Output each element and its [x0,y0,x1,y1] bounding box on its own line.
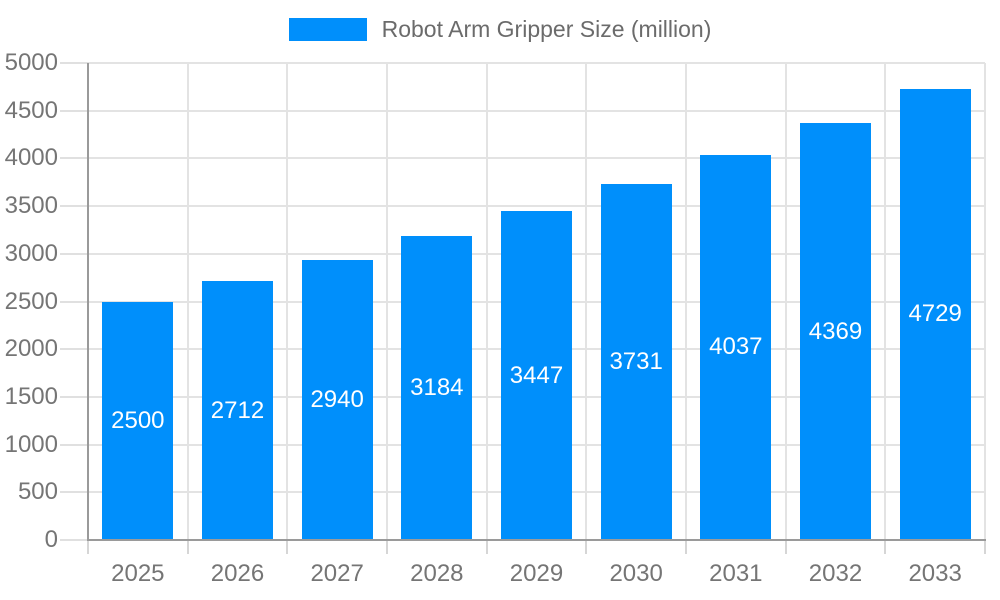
x-gridline [984,63,986,540]
bar-value-label: 3447 [509,361,564,389]
y-axis-tick [60,157,88,160]
y-axis-tick-label: 4000 [4,144,58,172]
y-axis-tick-label: 4500 [4,96,58,124]
bar-value-label: 4037 [709,333,763,361]
x-axis-tick [186,540,189,554]
x-axis-tick [984,540,986,554]
bar-2025[interactable] [102,301,174,540]
bar-2033[interactable] [899,88,971,540]
y-axis-tick-label: 5000 [4,49,58,76]
y-axis-tick-label: 1000 [4,430,58,458]
y-gridline [88,62,985,64]
bar-2030[interactable] [600,184,672,540]
y-axis-tick [60,300,88,303]
bar-value-label: 2712 [210,396,265,424]
bar-value-label: 4369 [808,317,863,345]
x-axis-category-label: 2030 [609,560,663,587]
bar-2028[interactable] [401,236,473,540]
x-axis-category-label: 2032 [808,560,863,587]
x-gridline [685,63,687,540]
x-axis-tick [386,540,388,554]
legend-swatch-icon [288,18,367,41]
x-axis-tick [685,540,687,554]
y-axis-tick [60,252,88,255]
x-gridline [186,63,189,540]
x-axis-category-label: 2025 [111,560,165,587]
y-axis-line [87,63,89,540]
x-axis-tick [286,540,289,554]
x-axis-tick [884,540,887,554]
y-axis-tick [60,539,88,541]
bar-2027[interactable] [301,259,373,540]
y-axis-tick [60,491,88,494]
bar-2029[interactable] [501,211,572,540]
x-gridline [585,63,588,540]
bar-2031[interactable] [700,154,772,540]
plot-area: 0 500 1000 1500 2000 2500 3000 3500 4000 4500 5000… [5,49,986,587]
y-gridline [88,109,985,112]
bar-value-label: 3184 [410,374,464,402]
y-axis-tick-label: 2500 [4,287,58,315]
y-axis-tick-label: 2000 [4,335,58,363]
y-axis-tick [60,395,88,398]
y-axis-tick [60,109,88,112]
bar-2032[interactable] [800,123,871,540]
x-axis-category-label: 2029 [509,560,564,587]
y-gridline [88,157,985,160]
y-axis-tick-label: 500 [17,478,58,506]
x-axis-category-label: 2027 [310,560,364,587]
x-axis-category-label: 2033 [908,560,962,587]
y-axis-tick-label: 0 [44,526,58,553]
x-gridline [884,63,887,540]
y-axis-tick-label: 1500 [4,382,58,410]
x-axis-tick [485,540,488,554]
x-gridline [386,63,388,540]
y-axis-tick [60,348,88,351]
y-axis-tick [60,205,88,208]
y-axis-tick [60,443,88,446]
x-axis-tick [87,540,89,554]
chart-legend[interactable]: Robot Arm Gripper Size (million) [0,16,1000,43]
bar-value-label: 4729 [908,300,962,328]
bar-value-label: 2500 [111,406,165,434]
bar-value-label: 3731 [609,348,663,376]
x-axis-line [87,539,986,541]
y-axis-tick-label: 3500 [4,192,58,220]
y-axis-tick-label: 3000 [4,239,58,267]
x-gridline [485,63,488,540]
x-axis-category-label: 2028 [410,560,464,587]
legend-label: Robot Arm Gripper Size (million) [381,16,712,42]
bar-value-label: 2940 [310,385,364,413]
x-axis-tick [585,540,588,554]
y-gridline [88,205,985,208]
bar-2026[interactable] [202,281,273,540]
y-axis-tick [60,62,88,64]
x-gridline [784,63,787,540]
x-axis-category-label: 2031 [709,560,763,587]
x-gridline [286,63,289,540]
x-axis-tick [784,540,787,554]
x-axis-category-label: 2026 [210,560,265,587]
